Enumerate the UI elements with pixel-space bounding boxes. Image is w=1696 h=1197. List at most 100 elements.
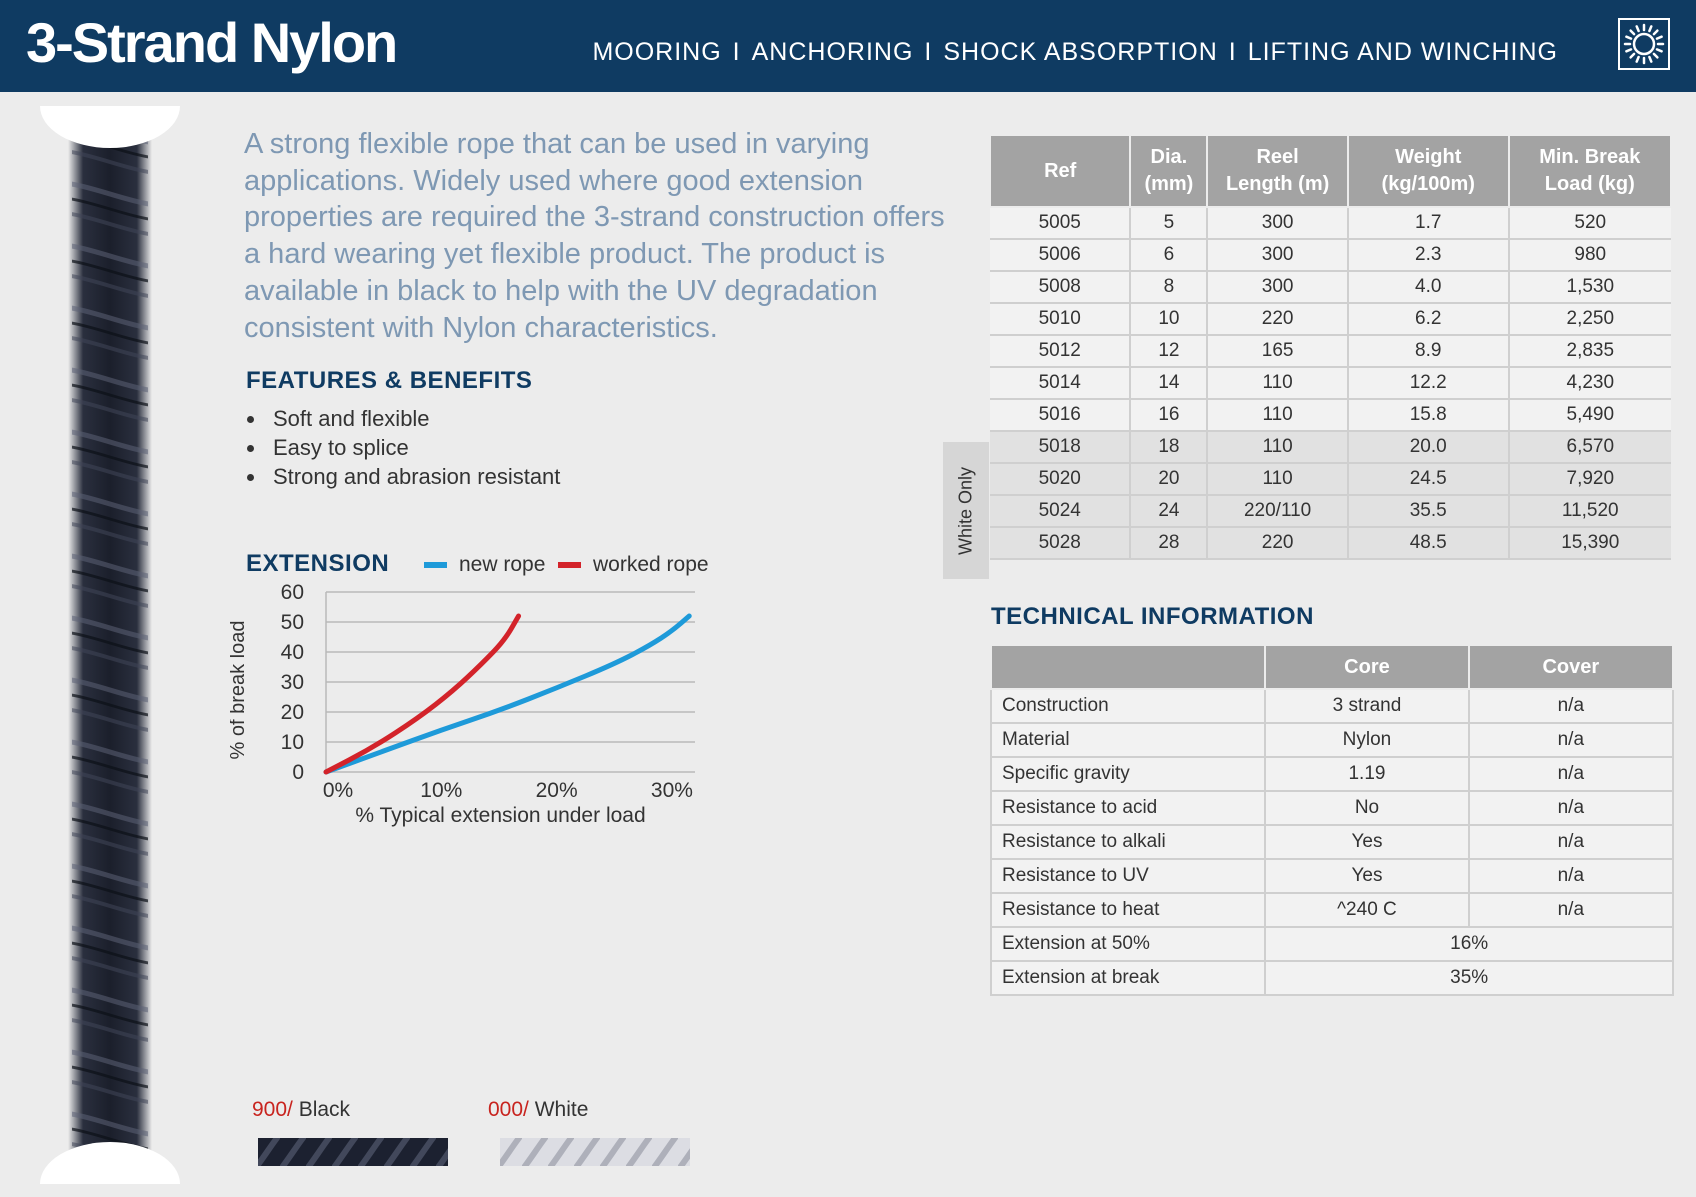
feature-item: Easy to splice	[244, 433, 560, 462]
table-cell: 165	[1207, 335, 1349, 368]
colour-code: 900/	[252, 1098, 293, 1121]
features-list: Soft and flexible Easy to splice Strong …	[244, 404, 560, 491]
table-cell: 2,835	[1508, 335, 1671, 368]
table-cell: 5028	[990, 527, 1132, 560]
colour-name: Black	[292, 1098, 351, 1121]
table-row: 5018 18 110 20.0 6,570	[990, 431, 1671, 464]
white-rope-swatch	[500, 1138, 690, 1166]
table-cell: 15,390	[1508, 527, 1671, 560]
table-cell: n/a	[1467, 688, 1675, 724]
table-row: Resistance to UV Yes n/a	[989, 858, 1675, 894]
table-cell: 18	[1130, 431, 1209, 464]
table-row: 5006 6 300 2.3 980	[990, 239, 1671, 272]
property-label: Resistance to acid	[989, 790, 1267, 826]
table-cell: 7,920	[1508, 463, 1671, 496]
table-cell: n/a	[1467, 824, 1675, 860]
y-axis-title: % of break load	[230, 621, 249, 760]
page-title: 3-Strand Nylon	[26, 11, 398, 74]
table-cell: 5012	[990, 335, 1132, 368]
y-tick-label: 60	[281, 581, 304, 604]
table-cell: 2,250	[1508, 303, 1671, 336]
y-tick-label: 50	[281, 611, 304, 634]
table-cell: 6	[1130, 239, 1209, 272]
table-cell: 28	[1130, 527, 1209, 560]
extension-heading: EXTENSION	[246, 550, 390, 577]
table-cell: Yes	[1264, 824, 1470, 860]
x-tick-label: 30%	[651, 779, 693, 802]
table-row: 5020 20 110 24.5 7,920	[990, 463, 1671, 496]
table-cell: 1.19	[1264, 756, 1470, 792]
series-line-new-rope	[323, 613, 692, 775]
table-cell: 2.3	[1347, 239, 1510, 272]
x-tick-label: 10%	[420, 779, 462, 802]
tech-header-cell: Core	[1264, 644, 1470, 690]
y-tick-label: 0	[292, 761, 304, 784]
table-cell: 5016	[990, 399, 1132, 432]
table-cell: 6,570	[1508, 431, 1671, 464]
table-cell: n/a	[1467, 756, 1675, 792]
table-cell: 16%	[1264, 926, 1674, 962]
legend-label: new rope	[459, 553, 546, 576]
spec-header-cell: Reel Length (m)	[1206, 134, 1349, 208]
table-cell: 3 strand	[1264, 688, 1470, 724]
table-cell: n/a	[1467, 892, 1675, 928]
y-tick-label: 30	[281, 671, 304, 694]
property-label: Resistance to heat	[989, 892, 1267, 928]
series-line-worked-rope	[323, 613, 522, 775]
table-cell: 5008	[990, 271, 1132, 304]
table-cell: 12.2	[1347, 367, 1510, 400]
table-cell: 5010	[990, 303, 1132, 336]
table-cell: Nylon	[1264, 722, 1470, 758]
use-shock-absorption: SHOCK ABSORPTION	[943, 38, 1218, 66]
table-row: 5028 28 220 48.5 15,390	[990, 527, 1671, 560]
property-label: Resistance to alkali	[989, 824, 1267, 860]
use-mooring: MOORING	[592, 38, 722, 66]
table-cell: 35%	[1264, 960, 1674, 996]
table-cell: 20	[1130, 463, 1209, 496]
table-cell: 220	[1207, 303, 1349, 336]
property-label: Extension at 50%	[989, 926, 1267, 962]
y-tick-label: 40	[281, 641, 304, 664]
table-cell: 5024	[990, 495, 1132, 528]
property-label: Resistance to UV	[989, 858, 1267, 894]
separator: I	[924, 38, 933, 66]
table-cell: 20.0	[1347, 431, 1510, 464]
table-cell: 11,520	[1508, 495, 1671, 528]
legend-worked-rope: worked rope	[558, 553, 709, 577]
table-cell: 1,530	[1508, 271, 1671, 304]
table-cell: n/a	[1467, 790, 1675, 826]
feature-item: Soft and flexible	[244, 404, 560, 433]
table-cell: 5006	[990, 239, 1132, 272]
legend-swatch-red	[558, 562, 581, 569]
table-cell: 24	[1130, 495, 1209, 528]
use-lifting-and-winching: LIFTING AND WINCHING	[1247, 38, 1558, 66]
table-cell: Yes	[1264, 858, 1470, 894]
x-tick-label: 0%	[323, 779, 353, 802]
separator: I	[732, 38, 741, 66]
table-row: 5024 24 220/110 35.5 11,520	[990, 495, 1671, 528]
table-row: 5008 8 300 4.0 1,530	[990, 271, 1671, 304]
table-row: Resistance to acid No n/a	[989, 790, 1675, 826]
table-cell: 220	[1207, 527, 1349, 560]
table-cell: 1.7	[1347, 207, 1510, 240]
table-cell: 5020	[990, 463, 1132, 496]
table-cell: 110	[1207, 367, 1349, 400]
table-cell: n/a	[1467, 858, 1675, 894]
table-cell: 5018	[990, 431, 1132, 464]
intro-paragraph: A strong flexible rope that can be used …	[244, 128, 945, 344]
table-row: 5012 12 165 8.9 2,835	[990, 335, 1671, 368]
table-cell: 16	[1130, 399, 1209, 432]
table-cell: 980	[1508, 239, 1671, 272]
table-row: 5010 10 220 6.2 2,250	[990, 303, 1671, 336]
table-cell: 8.9	[1347, 335, 1510, 368]
table-row: 5014 14 110 12.2 4,230	[990, 367, 1671, 400]
spec-header-cell: Dia. (mm)	[1129, 134, 1209, 208]
table-cell: 4,230	[1508, 367, 1671, 400]
table-cell: 6.2	[1347, 303, 1510, 336]
technical-heading: TECHNICAL INFORMATION	[991, 603, 1314, 630]
feature-item: Strong and abrasion resistant	[244, 462, 560, 491]
property-label: Extension at break	[989, 960, 1267, 996]
table-cell: 24.5	[1347, 463, 1510, 496]
y-tick-label: 20	[281, 701, 304, 724]
